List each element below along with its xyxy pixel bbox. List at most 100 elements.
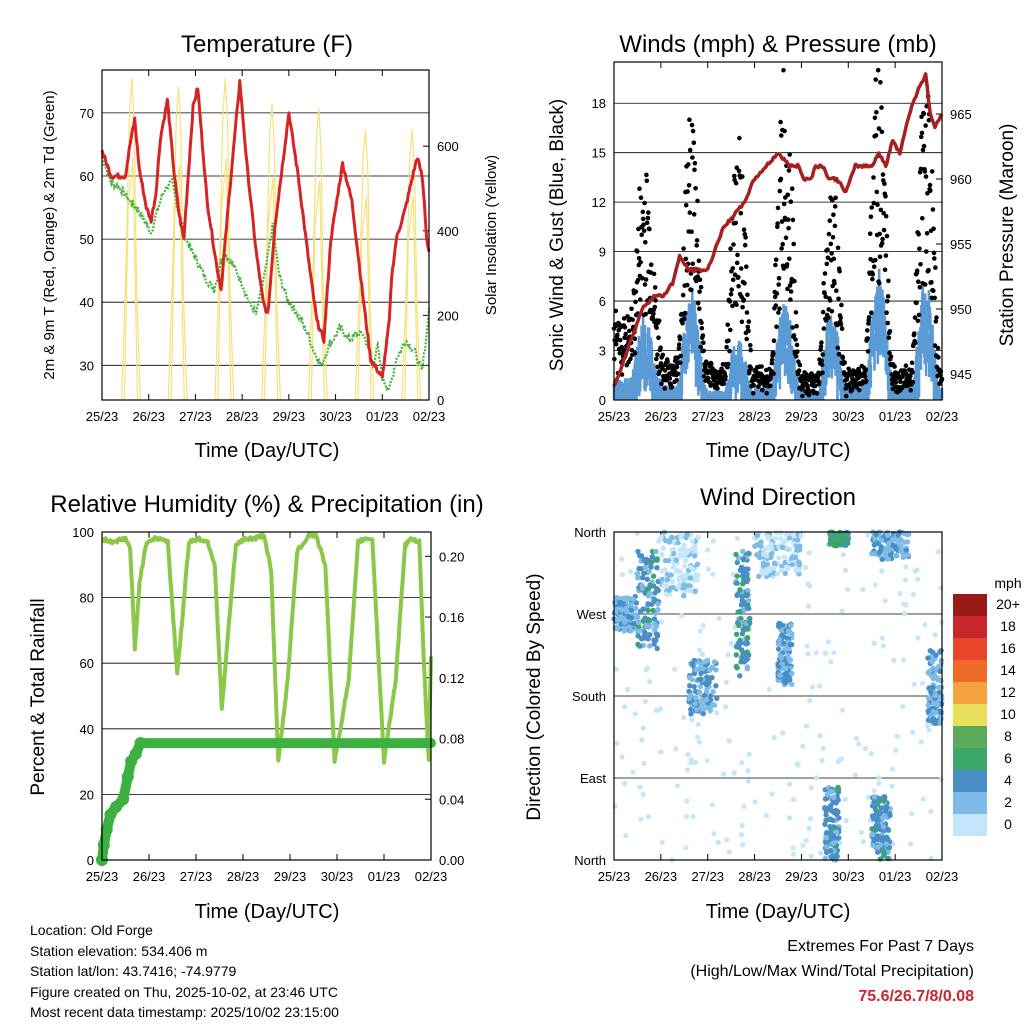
direction-point xyxy=(649,554,656,560)
gust-point xyxy=(622,325,628,330)
gust-point xyxy=(768,383,773,389)
gust-point xyxy=(678,360,683,366)
direction-point xyxy=(710,571,716,577)
gust-point xyxy=(873,77,878,82)
gust-point xyxy=(638,259,643,265)
gust-point xyxy=(916,279,921,285)
gust-point xyxy=(793,354,799,359)
direction-point xyxy=(868,751,874,757)
gust-point xyxy=(627,328,632,334)
direction-point xyxy=(633,605,639,612)
legend-title: mph xyxy=(994,575,1021,591)
gust-point xyxy=(730,303,735,309)
gust-point xyxy=(914,300,919,306)
direction-point xyxy=(720,771,727,777)
gust-point xyxy=(628,356,633,362)
direction-point xyxy=(679,613,685,619)
direction-point xyxy=(780,730,786,736)
gust-point xyxy=(637,297,643,302)
relative-humidity-line xyxy=(100,532,433,765)
humidity-xtick-label: 28/23 xyxy=(227,869,260,884)
gust-point xyxy=(724,344,729,350)
direction-point xyxy=(810,684,816,690)
gust-point xyxy=(921,111,927,116)
direction-point xyxy=(813,650,819,656)
gust-point xyxy=(875,202,880,207)
direction-point xyxy=(798,533,804,539)
direction-point xyxy=(704,758,710,764)
humidity-ylabel-left: Percent & Total Rainfall xyxy=(28,598,49,795)
direction-point xyxy=(642,564,649,571)
direction-ytick-label: South xyxy=(572,689,606,704)
legend-swatch xyxy=(953,594,987,616)
direction-point xyxy=(856,741,862,747)
gust-point xyxy=(787,256,792,262)
gust-point xyxy=(826,231,832,237)
direction-point xyxy=(890,766,896,772)
direction-point xyxy=(639,575,646,581)
gust-point xyxy=(741,227,747,232)
gust-point xyxy=(830,235,836,240)
direction-point xyxy=(790,851,797,857)
gust-point xyxy=(820,352,826,357)
direction-point xyxy=(787,781,793,787)
direction-point xyxy=(818,850,824,856)
direction-point xyxy=(723,679,730,685)
direction-point xyxy=(824,830,830,836)
direction-point xyxy=(894,733,900,739)
humidity-plot: 25/23 26/23 27/23 28/23 29/23 30/23 01/23 02/23… xyxy=(72,525,464,884)
gust-point xyxy=(886,335,892,341)
gust-point xyxy=(646,210,651,215)
gust-point xyxy=(916,232,921,237)
direction-point xyxy=(836,835,842,841)
direction-point xyxy=(640,606,646,612)
winds-title: Winds (mph) & Pressure (mb) xyxy=(619,31,936,58)
gust-point xyxy=(687,210,693,215)
gust-point xyxy=(935,345,941,351)
direction-point xyxy=(697,628,704,634)
direction-point xyxy=(765,545,771,551)
temperature-line xyxy=(100,79,431,378)
direction-point xyxy=(841,542,847,548)
gust-point xyxy=(745,324,751,330)
direction-point xyxy=(650,573,657,579)
direction-point xyxy=(691,553,698,559)
direction-point xyxy=(786,646,792,652)
gust-point xyxy=(731,242,736,247)
direction-point xyxy=(745,778,752,784)
temperature-y2tick-label: 400 xyxy=(437,224,459,239)
gust-point xyxy=(640,209,646,215)
gust-point xyxy=(779,246,784,251)
station-info: Location: Old Forge Station elevation: 5… xyxy=(30,920,339,1023)
gust-point xyxy=(903,363,909,369)
gust-point xyxy=(643,240,648,245)
direction-point xyxy=(651,626,658,632)
direction-point xyxy=(692,543,698,549)
direction-point xyxy=(787,641,794,648)
direction-point xyxy=(910,729,916,736)
gust-point xyxy=(777,306,782,312)
legend-swatch xyxy=(953,682,987,704)
gust-point xyxy=(924,249,929,254)
direction-point xyxy=(880,643,886,649)
gust-point xyxy=(926,267,931,273)
gust-point xyxy=(638,195,644,200)
direction-point xyxy=(937,649,943,655)
gust-point xyxy=(691,212,697,217)
direction-point xyxy=(845,586,851,593)
gust-point xyxy=(885,320,890,326)
direction-point xyxy=(931,700,937,707)
direction-point xyxy=(639,737,645,743)
gust-point xyxy=(818,344,824,349)
gust-point xyxy=(834,288,839,294)
direction-point xyxy=(803,723,810,729)
direction-point xyxy=(873,822,880,829)
direction-point xyxy=(932,632,938,638)
humidity-xtick-label: 02/23 xyxy=(415,869,448,884)
direction-point xyxy=(819,757,825,764)
direction-point xyxy=(771,565,777,571)
direction-point xyxy=(839,707,846,713)
gust-point xyxy=(932,256,937,261)
direction-point xyxy=(789,681,795,688)
